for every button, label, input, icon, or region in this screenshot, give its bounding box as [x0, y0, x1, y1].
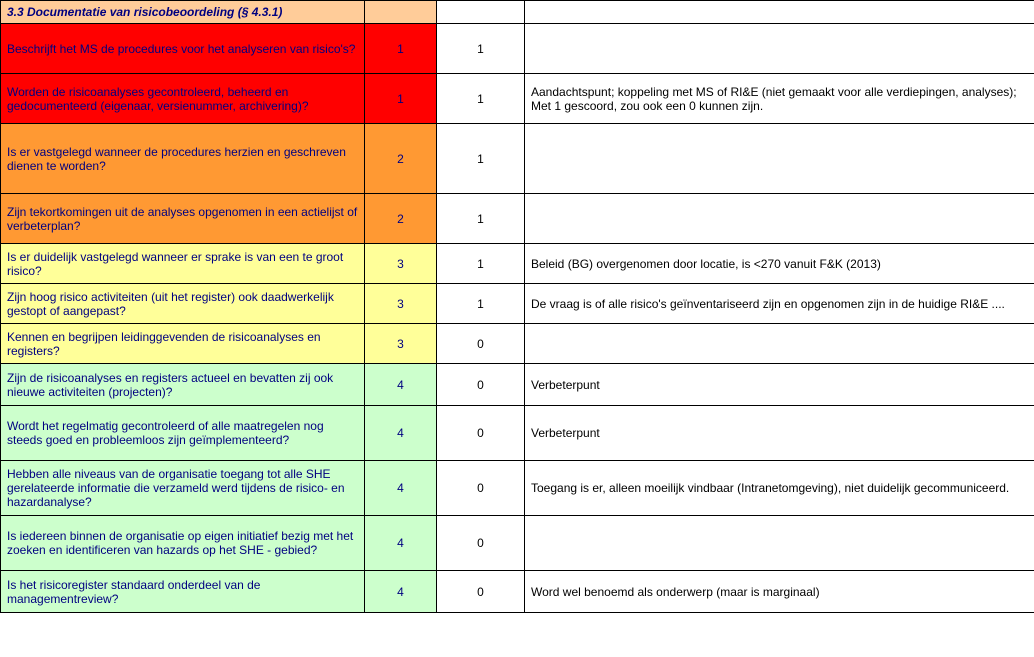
table-row: Zijn tekortkomingen uit de analyses opge…: [1, 194, 1034, 244]
score2-cell: 1: [437, 24, 525, 74]
comment-cell: [525, 324, 1034, 364]
header-cell: [525, 1, 1034, 24]
header-blank-cell: [365, 1, 437, 24]
score1-cell: 4: [365, 461, 437, 516]
question-cell: Kennen en begrijpen leidinggevenden de r…: [1, 324, 365, 364]
comment-cell: Beleid (BG) overgenomen door locatie, is…: [525, 244, 1034, 284]
comment-cell: [525, 516, 1034, 571]
section-title: 3.3 Documentatie van risicobeoordeling (…: [1, 1, 365, 24]
score1-cell: 4: [365, 364, 437, 406]
score1-cell: 1: [365, 24, 437, 74]
score1-cell: 4: [365, 406, 437, 461]
comment-cell: Verbeterpunt: [525, 406, 1034, 461]
assessment-table: 3.3 Documentatie van risicobeoordeling (…: [0, 0, 1034, 613]
header-cell: [437, 1, 525, 24]
table-row: Zijn de risicoanalyses en registers actu…: [1, 364, 1034, 406]
comment-cell: Word wel benoemd als onderwerp (maar is …: [525, 571, 1034, 613]
table-row: Hebben alle niveaus van de organisatie t…: [1, 461, 1034, 516]
score2-cell: 1: [437, 284, 525, 324]
question-cell: Is het risicoregister standaard onderdee…: [1, 571, 365, 613]
question-cell: Is er vastgelegd wanneer de procedures h…: [1, 124, 365, 194]
score2-cell: 0: [437, 364, 525, 406]
score1-cell: 4: [365, 571, 437, 613]
question-cell: Hebben alle niveaus van de organisatie t…: [1, 461, 365, 516]
question-cell: Is iedereen binnen de organisatie op eig…: [1, 516, 365, 571]
table-header-row: 3.3 Documentatie van risicobeoordeling (…: [1, 1, 1034, 24]
score2-cell: 1: [437, 194, 525, 244]
table-row: Is er vastgelegd wanneer de procedures h…: [1, 124, 1034, 194]
comment-cell: [525, 24, 1034, 74]
question-cell: Zijn de risicoanalyses en registers actu…: [1, 364, 365, 406]
table-row: Is iedereen binnen de organisatie op eig…: [1, 516, 1034, 571]
question-cell: Worden de risicoanalyses gecontroleerd, …: [1, 74, 365, 124]
table-row: Is er duidelijk vastgelegd wanneer er sp…: [1, 244, 1034, 284]
score1-cell: 3: [365, 284, 437, 324]
score2-cell: 0: [437, 516, 525, 571]
score2-cell: 1: [437, 74, 525, 124]
comment-cell: [525, 194, 1034, 244]
question-cell: Wordt het regelmatig gecontroleerd of al…: [1, 406, 365, 461]
comment-cell: Toegang is er, alleen moeilijk vindbaar …: [525, 461, 1034, 516]
score1-cell: 3: [365, 324, 437, 364]
question-cell: Zijn hoog risico activiteiten (uit het r…: [1, 284, 365, 324]
score2-cell: 0: [437, 461, 525, 516]
score2-cell: 0: [437, 571, 525, 613]
score2-cell: 1: [437, 244, 525, 284]
score2-cell: 0: [437, 406, 525, 461]
score1-cell: 3: [365, 244, 437, 284]
score1-cell: 2: [365, 194, 437, 244]
table-row: Kennen en begrijpen leidinggevenden de r…: [1, 324, 1034, 364]
question-cell: Zijn tekortkomingen uit de analyses opge…: [1, 194, 365, 244]
score1-cell: 4: [365, 516, 437, 571]
comment-cell: De vraag is of alle risico's geïnventari…: [525, 284, 1034, 324]
question-cell: Is er duidelijk vastgelegd wanneer er sp…: [1, 244, 365, 284]
score1-cell: 2: [365, 124, 437, 194]
table-row: Worden de risicoanalyses gecontroleerd, …: [1, 74, 1034, 124]
comment-cell: [525, 124, 1034, 194]
score2-cell: 0: [437, 324, 525, 364]
comment-cell: Aandachtspunt; koppeling met MS of RI&E …: [525, 74, 1034, 124]
table-row: Wordt het regelmatig gecontroleerd of al…: [1, 406, 1034, 461]
score1-cell: 1: [365, 74, 437, 124]
table-row: Zijn hoog risico activiteiten (uit het r…: [1, 284, 1034, 324]
question-cell: Beschrijft het MS de procedures voor het…: [1, 24, 365, 74]
table-row: Is het risicoregister standaard onderdee…: [1, 571, 1034, 613]
table-row: Beschrijft het MS de procedures voor het…: [1, 24, 1034, 74]
score2-cell: 1: [437, 124, 525, 194]
comment-cell: Verbeterpunt: [525, 364, 1034, 406]
